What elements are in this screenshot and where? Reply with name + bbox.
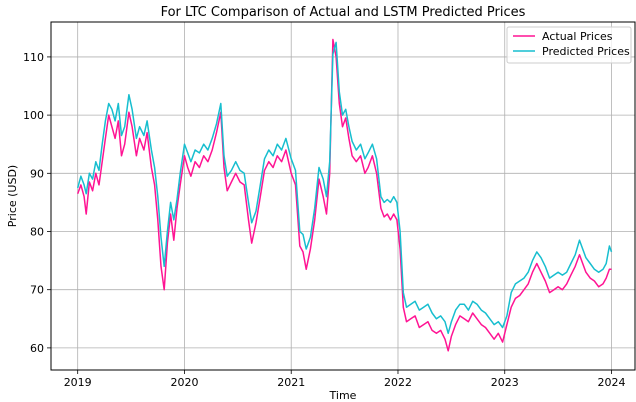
plot-frame [50,21,636,371]
y-tick-label-70: 70 [30,284,44,297]
x-tick-label-2023: 2023 [491,376,519,389]
ticks: 2019 2020 2021 2022 2023 2024 60 70 80 90 100 110 [23,51,626,389]
x-axis-label: Time [329,389,357,402]
x-tick-label-2024: 2024 [598,376,626,389]
y-tick-label-60: 60 [30,342,44,355]
y-tick-label-80: 80 [30,225,44,238]
legend-box [506,26,632,64]
legend: Actual Prices Predicted Prices [506,26,632,64]
x-tick-label-2022: 2022 [384,376,412,389]
y-axis-label: Price (USD) [6,165,19,227]
series-line-actual-prices [76,38,612,352]
x-tick-label-2020: 2020 [170,376,198,389]
y-tick-label-110: 110 [23,51,44,64]
chart-title: For LTC Comparison of Actual and LSTM Pr… [161,5,526,20]
x-tick-label-2021: 2021 [277,376,305,389]
legend-label-actual: Actual Prices [542,30,613,43]
series-line-predicted-prices [76,41,613,335]
series-layer [76,38,613,352]
x-tick-label-2019: 2019 [64,376,92,389]
y-tick-label-100: 100 [23,109,44,122]
y-tick-label-90: 90 [30,167,44,180]
legend-label-predicted: Predicted Prices [542,45,630,58]
